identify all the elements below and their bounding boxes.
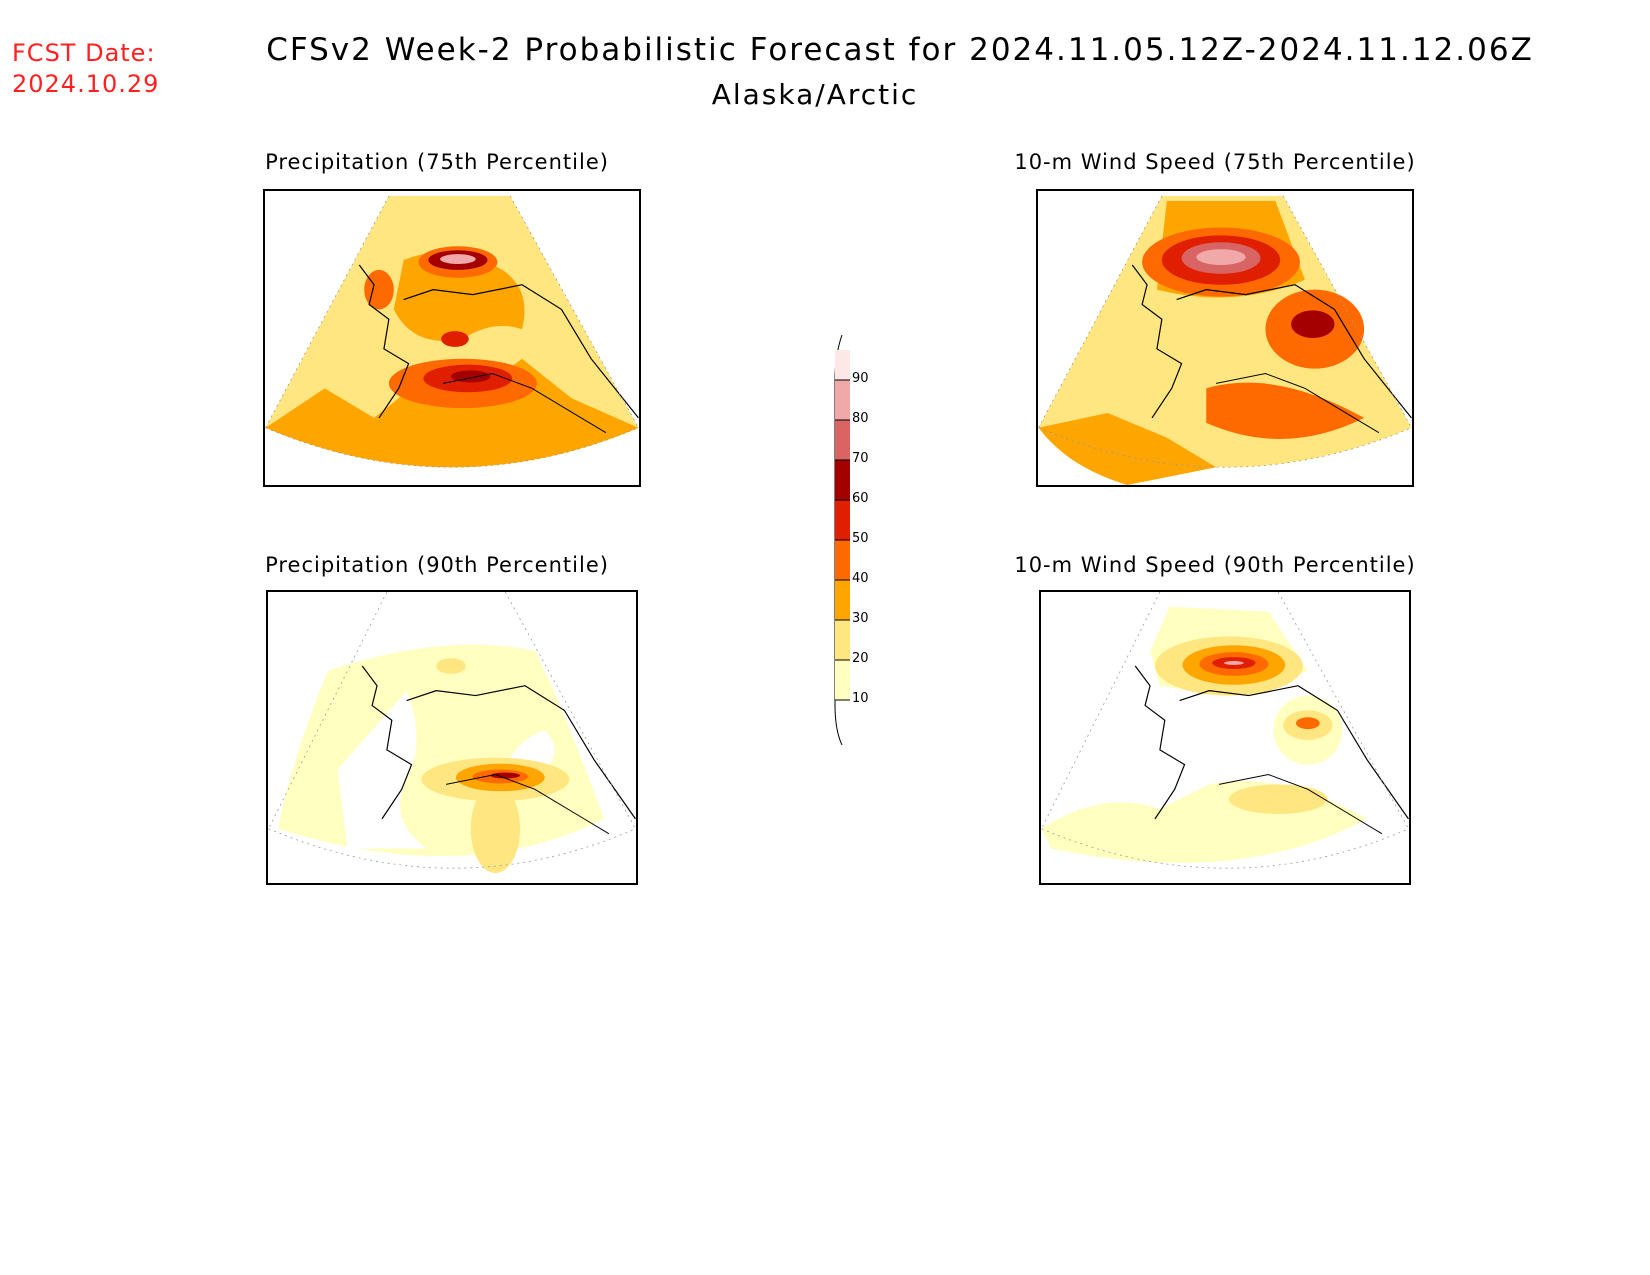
map-wind-75-svg	[1038, 195, 1412, 485]
colorbar-label-90: 90	[852, 371, 869, 386]
forecast-date-value: 2024.10.29	[12, 70, 160, 98]
forecast-date-label: FCST Date:	[12, 39, 156, 67]
panel-title-precip-75: Precipitation (75th Percentile)	[265, 150, 609, 174]
map-wind-75	[1036, 189, 1414, 487]
map-precip-90-svg	[268, 592, 636, 874]
colorbar	[834, 335, 850, 745]
colorbar-label-50: 50	[852, 531, 869, 546]
page-title: CFSv2 Week-2 Probabilistic Forecast for …	[266, 32, 1534, 68]
map-precip-90	[266, 590, 638, 885]
map-wind-90	[1039, 590, 1411, 885]
map-precip-75-svg	[265, 195, 639, 468]
colorbar-label-60: 60	[852, 491, 869, 506]
colorbar-label-10: 10	[852, 691, 869, 706]
colorbar-label-80: 80	[852, 411, 869, 426]
colorbar-label-70: 70	[852, 451, 869, 466]
forecast-date-block: FCST Date: 2024.10.29	[12, 38, 159, 100]
region-subtitle: Alaska/Arctic	[711, 78, 919, 111]
panel-title-wind-75: 10-m Wind Speed (75th Percentile)	[1014, 150, 1416, 174]
map-wind-90-svg	[1041, 592, 1409, 869]
colorbar-label-30: 30	[852, 611, 869, 626]
colorbar-label-20: 20	[852, 651, 869, 666]
panel-title-wind-90: 10-m Wind Speed (90th Percentile)	[1014, 553, 1416, 577]
colorbar-label-40: 40	[852, 571, 869, 586]
panel-title-precip-90: Precipitation (90th Percentile)	[265, 553, 609, 577]
map-precip-75	[263, 189, 641, 487]
